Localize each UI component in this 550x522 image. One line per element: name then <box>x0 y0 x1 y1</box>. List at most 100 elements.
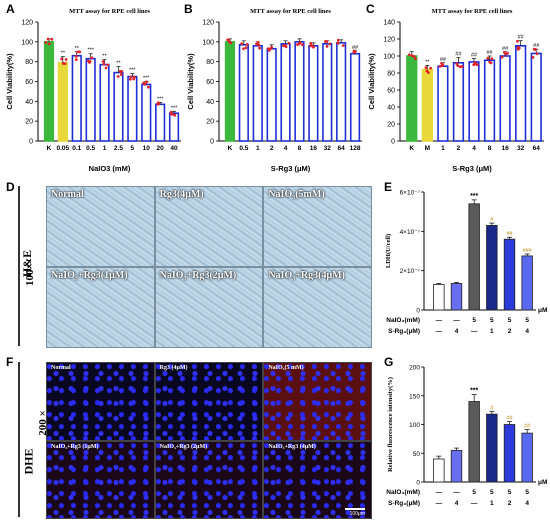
dhe-stain-label: DHE <box>21 448 36 475</box>
y-tick-label: 100 <box>21 39 33 46</box>
x-tick-label: 2.5 <box>114 145 123 152</box>
y-tick-label: 100 <box>202 39 214 46</box>
y-tick-label: 0 <box>210 139 214 146</box>
condition-value: 4 <box>455 500 459 507</box>
condition-value: 5 <box>508 489 512 496</box>
bar <box>141 83 152 142</box>
x-tick-label: 16 <box>501 145 509 152</box>
bar <box>99 63 110 142</box>
data-point <box>46 37 50 41</box>
data-point <box>106 63 110 67</box>
chart-a: MTT assay for RPE cell lines020406080100… <box>5 8 181 173</box>
bar <box>168 112 180 142</box>
he-side-bar <box>18 186 20 346</box>
significance-mark: *** <box>157 96 164 102</box>
condition-label: NaIO₃(mM) <box>386 489 420 496</box>
data-point <box>410 54 414 58</box>
x-tick-label: 128 <box>350 145 361 152</box>
y-tick-label: 100 <box>409 422 420 429</box>
chart-title: MTT assay for RPE cell lines <box>250 8 331 15</box>
y-axis-label: Cell Viability(%) <box>5 53 14 110</box>
unit-label: μM <box>538 307 547 314</box>
he-magnification-label: 100× <box>24 263 36 286</box>
unit-label: μM <box>538 479 547 486</box>
data-point <box>50 37 54 41</box>
scale-bar <box>344 508 365 510</box>
condition-value: 5 <box>525 489 529 496</box>
data-point <box>531 56 535 59</box>
bar <box>308 44 319 142</box>
y-tick-label: 120 <box>202 20 214 27</box>
data-point <box>102 62 106 66</box>
data-point <box>76 50 80 54</box>
data-point <box>60 57 64 61</box>
he-micrograph-panel: H&E 100× Normal Rg3(4μM) NaIO₃(5mM) NaIO₃+R… <box>18 186 372 348</box>
dhe-micrograph-panel: DHE 200 × Normal Rg3 (4μM) NaIO₃(5 mM) NaIO… <box>18 362 372 519</box>
data-point <box>169 110 173 114</box>
data-point <box>438 65 442 68</box>
bar <box>57 61 68 142</box>
significance-mark: ** <box>116 61 121 67</box>
micrograph-label: NaIO₃+Rg3(1μM) <box>51 270 128 281</box>
y-tick-label: 4×10⁻⁷ <box>400 229 421 236</box>
y-tick-label: 0 <box>416 480 420 487</box>
significance-mark: ** <box>102 54 107 60</box>
x-tick-label: M <box>425 145 430 152</box>
condition-value: — <box>436 500 443 507</box>
bar <box>521 432 533 483</box>
chart-c: MTT assay for RPE cell lines 0 20 40 60 80 100… <box>367 8 544 173</box>
condition-value: — <box>471 500 478 507</box>
bar <box>503 238 516 311</box>
x-tick-label: 0.5 <box>86 145 95 152</box>
significance-mark: ### <box>523 248 533 254</box>
condition-value: 1 <box>490 500 494 507</box>
y-tick-label: 60 <box>25 79 33 86</box>
panel-label-C: C <box>366 2 375 16</box>
x-axis-label: S-Rg3 (μM) <box>452 164 492 173</box>
condition-value: — <box>436 317 443 324</box>
y-axis-label: Cell Viability(%) <box>186 53 195 110</box>
bar <box>452 61 465 142</box>
data-point <box>325 44 329 48</box>
dhe-side-bar <box>18 362 20 517</box>
data-point <box>412 55 416 58</box>
y-tick-label: 40 <box>206 99 214 106</box>
micrograph-label: Normal <box>51 189 84 200</box>
condition-value: — <box>471 328 478 335</box>
data-point <box>473 61 477 65</box>
bar <box>486 225 498 311</box>
scale-bar-label: 100μm <box>349 511 365 517</box>
condition-value: 4 <box>455 328 459 335</box>
bar <box>468 401 480 483</box>
data-point <box>429 66 433 70</box>
bar <box>349 52 361 142</box>
data-point <box>116 75 120 78</box>
data-point <box>44 41 48 44</box>
x-tick-label: 32 <box>517 145 525 152</box>
significance-mark: *** <box>87 48 94 54</box>
chart-title: MTT assay for RPE cell lines <box>69 8 150 15</box>
x-tick-label: 20 <box>157 145 165 152</box>
bar <box>113 71 124 142</box>
data-point <box>269 46 273 50</box>
x-tick-label: 1 <box>441 145 445 152</box>
significance-mark: ## <box>471 53 478 59</box>
x-tick-label: 1 <box>256 145 260 152</box>
micrograph-tile: NaIO₃+Rg3 (1μM) <box>46 440 155 519</box>
significance-mark: ## <box>455 52 462 58</box>
data-point <box>245 42 249 46</box>
bar <box>421 68 433 142</box>
micrograph-tile: NaIO₃(5mM) <box>263 186 372 267</box>
y-tick-label: 0 <box>29 139 33 146</box>
condition-label: S-Rg₃(μM) <box>388 500 420 507</box>
micrograph-label: NaIO₃+Rg3 (2μM) <box>159 443 208 450</box>
data-point <box>132 75 136 79</box>
panel-label-G: G <box>384 355 394 369</box>
condition-value: 5 <box>472 489 476 496</box>
condition-value: — <box>453 489 460 496</box>
micrograph-tile: NaIO₃+Rg3(1μM) <box>46 267 155 348</box>
y-tick-label: 100 <box>383 54 395 61</box>
x-tick-label: 32 <box>324 145 332 152</box>
data-point <box>142 81 146 85</box>
micrograph-tile: NaIO₃+Rg3(2μM) <box>154 267 264 348</box>
